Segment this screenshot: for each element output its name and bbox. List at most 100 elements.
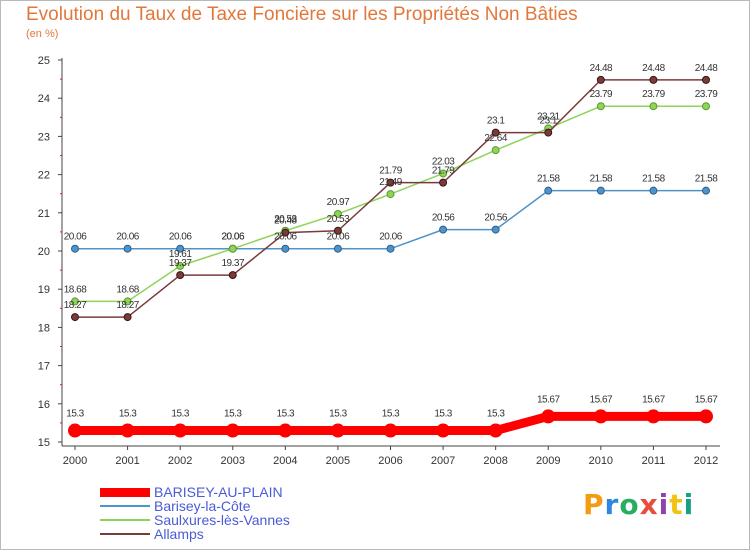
data-label-allamps: 21.79 xyxy=(379,166,402,177)
data-label-allamps: 18.27 xyxy=(116,300,139,311)
data-label-barisey-la-cote: 21.58 xyxy=(537,174,560,185)
x-tick-label: 2009 xyxy=(536,455,560,467)
data-point-allamps xyxy=(649,75,658,84)
series-line-saulxures-les-vannes xyxy=(74,105,707,303)
proxiti-logo: Proxiti xyxy=(583,488,694,521)
legend-label: Allamps xyxy=(154,526,204,542)
x-tick-label: 2001 xyxy=(115,455,139,467)
x-tick-label: 2000 xyxy=(63,455,87,467)
data-label-barisey-la-cote: 21.58 xyxy=(590,174,613,185)
data-label-barisey-au-plain: 15.3 xyxy=(119,409,137,420)
x-tick-label: 2005 xyxy=(326,455,350,467)
data-label-allamps: 23.1 xyxy=(540,116,558,127)
data-point-saulxures-les-vannes xyxy=(649,102,658,111)
x-tick-label: 2007 xyxy=(431,455,455,467)
y-tick-label: 23 xyxy=(38,131,50,143)
x-tick-label: 2004 xyxy=(273,455,297,467)
data-point-barisey-la-cote xyxy=(439,225,448,234)
data-label-saulxures-les-vannes: 19.61 xyxy=(169,249,192,260)
data-point-allamps xyxy=(333,226,342,235)
data-label-allamps: 19.37 xyxy=(169,258,192,269)
data-point-barisey-au-plain xyxy=(120,423,135,438)
logo-letter: i xyxy=(683,488,695,521)
data-point-allamps xyxy=(702,75,710,84)
data-label-saulxures-les-vannes: 23.79 xyxy=(695,89,718,100)
legend-label: Saulxures-lès-Vannes xyxy=(154,512,290,528)
legend-swatch xyxy=(100,519,150,521)
data-point-saulxures-les-vannes xyxy=(596,102,605,111)
data-label-allamps: 20.53 xyxy=(327,214,350,225)
data-label-saulxures-les-vannes: 21.49 xyxy=(379,177,402,188)
data-label-barisey-au-plain: 15.3 xyxy=(224,409,242,420)
data-point-allamps xyxy=(596,75,605,84)
legend-label: BARISEY-AU-PLAIN xyxy=(154,484,283,500)
data-label-saulxures-les-vannes: 20.97 xyxy=(327,197,350,208)
x-tick-label: 2003 xyxy=(221,455,245,467)
x-tick-label: 2002 xyxy=(168,455,192,467)
data-label-allamps: 19.37 xyxy=(221,258,244,269)
data-point-saulxures-les-vannes xyxy=(228,244,237,253)
data-point-barisey-la-cote xyxy=(333,244,342,253)
y-tick-label: 16 xyxy=(38,399,50,411)
data-label-allamps: 21.79 xyxy=(432,166,455,177)
data-point-saulxures-les-vannes xyxy=(176,261,185,270)
y-tick-label: 22 xyxy=(38,170,50,182)
data-label-barisey-la-cote: 20.06 xyxy=(64,232,87,243)
data-point-barisey-au-plain xyxy=(541,409,556,424)
logo-letter: o xyxy=(619,488,640,521)
y-tick-label: 20 xyxy=(38,246,50,258)
legend-item-barisey-au-plain: BARISEY-AU-PLAIN xyxy=(100,485,360,499)
logo-letter: r xyxy=(604,488,620,521)
data-label-saulxures-les-vannes: 18.68 xyxy=(64,284,87,295)
data-point-barisey-la-cote xyxy=(702,186,710,195)
series-line-allamps xyxy=(74,79,707,318)
data-label-saulxures-les-vannes: 23.79 xyxy=(642,89,665,100)
data-label-barisey-au-plain: 15.67 xyxy=(537,394,560,405)
data-label-saulxures-les-vannes: 20.53 xyxy=(274,214,297,225)
data-label-barisey-au-plain: 15.3 xyxy=(382,409,400,420)
data-label-barisey-au-plain: 15.67 xyxy=(642,394,665,405)
y-tick-label: 18 xyxy=(38,322,50,334)
data-label-barisey-la-cote: 21.58 xyxy=(695,174,718,185)
y-tick-label: 19 xyxy=(38,284,50,296)
data-label-saulxures-les-vannes: 23.21 xyxy=(537,111,560,122)
logo-letter: x xyxy=(639,488,659,521)
data-label-barisey-au-plain: 15.3 xyxy=(487,409,505,420)
data-label-barisey-la-cote: 20.06 xyxy=(274,232,297,243)
logo-letter: t xyxy=(669,488,684,521)
logo-letter: P xyxy=(583,488,605,521)
data-point-saulxures-les-vannes xyxy=(491,146,500,155)
data-point-barisey-au-plain xyxy=(68,423,82,438)
x-tick-label: 2006 xyxy=(378,455,402,467)
data-point-barisey-la-cote xyxy=(281,244,290,253)
legend-item-allamps: Allamps xyxy=(100,527,360,541)
data-point-saulxures-les-vannes xyxy=(123,297,132,306)
data-point-saulxures-les-vannes xyxy=(71,297,79,306)
data-point-barisey-la-cote xyxy=(649,186,658,195)
y-tick-label: 17 xyxy=(38,361,50,373)
data-point-barisey-au-plain xyxy=(383,423,398,438)
data-label-barisey-la-cote: 20.06 xyxy=(169,232,192,243)
data-point-barisey-la-cote xyxy=(71,244,79,253)
chart-title: Evolution du Taux de Taxe Foncière sur l… xyxy=(26,4,578,25)
data-label-barisey-au-plain: 15.3 xyxy=(329,409,347,420)
x-tick-label: 2012 xyxy=(694,455,718,467)
data-label-allamps: 18.27 xyxy=(64,300,87,311)
legend-swatch xyxy=(100,487,150,497)
y-tick-label: 21 xyxy=(38,208,50,220)
data-label-barisey-au-plain: 15.3 xyxy=(66,409,84,420)
data-label-saulxures-les-vannes: 18.68 xyxy=(116,284,139,295)
data-label-barisey-la-cote: 21.58 xyxy=(642,174,665,185)
x-tick-label: 2011 xyxy=(642,455,666,467)
data-point-saulxures-les-vannes xyxy=(702,102,710,111)
data-label-saulxures-les-vannes: 23.79 xyxy=(590,89,613,100)
data-point-allamps xyxy=(386,178,395,187)
data-label-allamps: 24.48 xyxy=(642,63,665,74)
data-label-barisey-la-cote: 20.06 xyxy=(116,232,139,243)
legend-swatch xyxy=(100,505,150,507)
chart-axes: 15 16 17 18 19 20 21 22 23 24 25 2000 2001 2002 2003 20… xyxy=(38,55,720,467)
data-point-allamps xyxy=(123,313,132,322)
data-label-barisey-au-plain: 15.3 xyxy=(277,409,295,420)
data-point-barisey-au-plain xyxy=(436,423,451,438)
